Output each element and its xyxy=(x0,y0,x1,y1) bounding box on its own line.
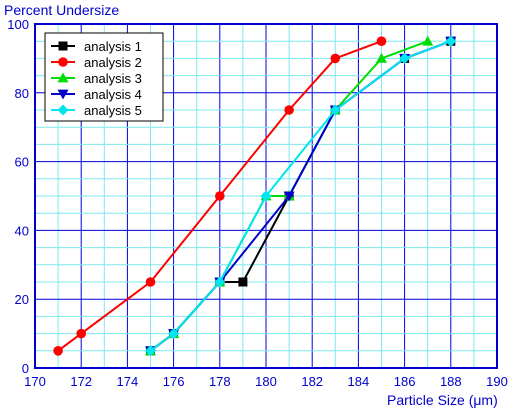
data-point xyxy=(283,191,295,202)
legend-label: analysis 3 xyxy=(84,71,142,86)
x-tick-label: 178 xyxy=(209,374,231,389)
legend-marker xyxy=(57,72,69,83)
legend-item: analysis 1 xyxy=(51,39,142,54)
series-2 xyxy=(53,36,387,356)
data-point xyxy=(238,277,248,287)
data-point xyxy=(376,52,387,63)
series-4 xyxy=(145,36,457,357)
data-point xyxy=(399,52,411,64)
x-axis-title: Particle Size (μm) xyxy=(387,392,498,408)
data-point xyxy=(168,328,180,340)
series-5 xyxy=(145,35,457,357)
legend-item: analysis 2 xyxy=(51,55,142,70)
data-point xyxy=(145,345,156,357)
data-point xyxy=(376,36,387,46)
x-tick-label: 172 xyxy=(70,374,92,389)
data-point xyxy=(284,105,294,115)
y-tick-label: 40 xyxy=(15,223,29,238)
y-tick-label: 60 xyxy=(15,155,29,170)
y-tick-label: 80 xyxy=(15,86,29,101)
x-tick-label: 180 xyxy=(255,374,277,389)
data-point xyxy=(215,191,225,201)
legend-item: analysis 4 xyxy=(51,87,142,102)
legend-marker xyxy=(57,89,69,100)
y-tick-label: 20 xyxy=(15,292,29,307)
y-tick-label: 0 xyxy=(22,361,29,376)
legend-marker xyxy=(58,57,68,67)
data-point xyxy=(214,276,226,288)
legend-item: analysis 5 xyxy=(51,103,142,118)
data-point xyxy=(76,328,86,339)
x-tick-label: 184 xyxy=(348,374,370,389)
x-tick-label: 188 xyxy=(440,374,462,389)
y-axis-title: Percent Undersize xyxy=(4,2,119,18)
x-tick-label: 176 xyxy=(163,374,185,389)
data-point xyxy=(422,35,434,46)
x-tick-label: 190 xyxy=(486,374,508,389)
x-tick-label: 182 xyxy=(301,374,323,389)
data-point xyxy=(445,35,457,47)
legend-label: analysis 4 xyxy=(84,87,142,102)
data-point xyxy=(53,346,63,356)
tick-labels: 170 172 174 176 178 180 182 184 186 188 190 0 20 40 60… xyxy=(7,17,508,389)
x-tick-label: 170 xyxy=(24,374,46,389)
x-tick-label: 186 xyxy=(394,374,416,389)
legend-marker xyxy=(58,41,68,51)
data-point xyxy=(260,190,272,202)
legend-item: analysis 3 xyxy=(51,71,142,86)
series-layer xyxy=(53,35,457,357)
data-point xyxy=(329,104,341,116)
legend-label: analysis 2 xyxy=(84,55,142,70)
legend-marker xyxy=(57,104,69,116)
x-tick-label: 174 xyxy=(117,374,139,389)
y-tick-label: 100 xyxy=(7,17,29,32)
plot-frame xyxy=(34,23,498,369)
data-point xyxy=(330,53,341,64)
data-point xyxy=(145,277,156,287)
legend-label: analysis 5 xyxy=(84,103,142,118)
legend-label: analysis 1 xyxy=(84,39,142,54)
